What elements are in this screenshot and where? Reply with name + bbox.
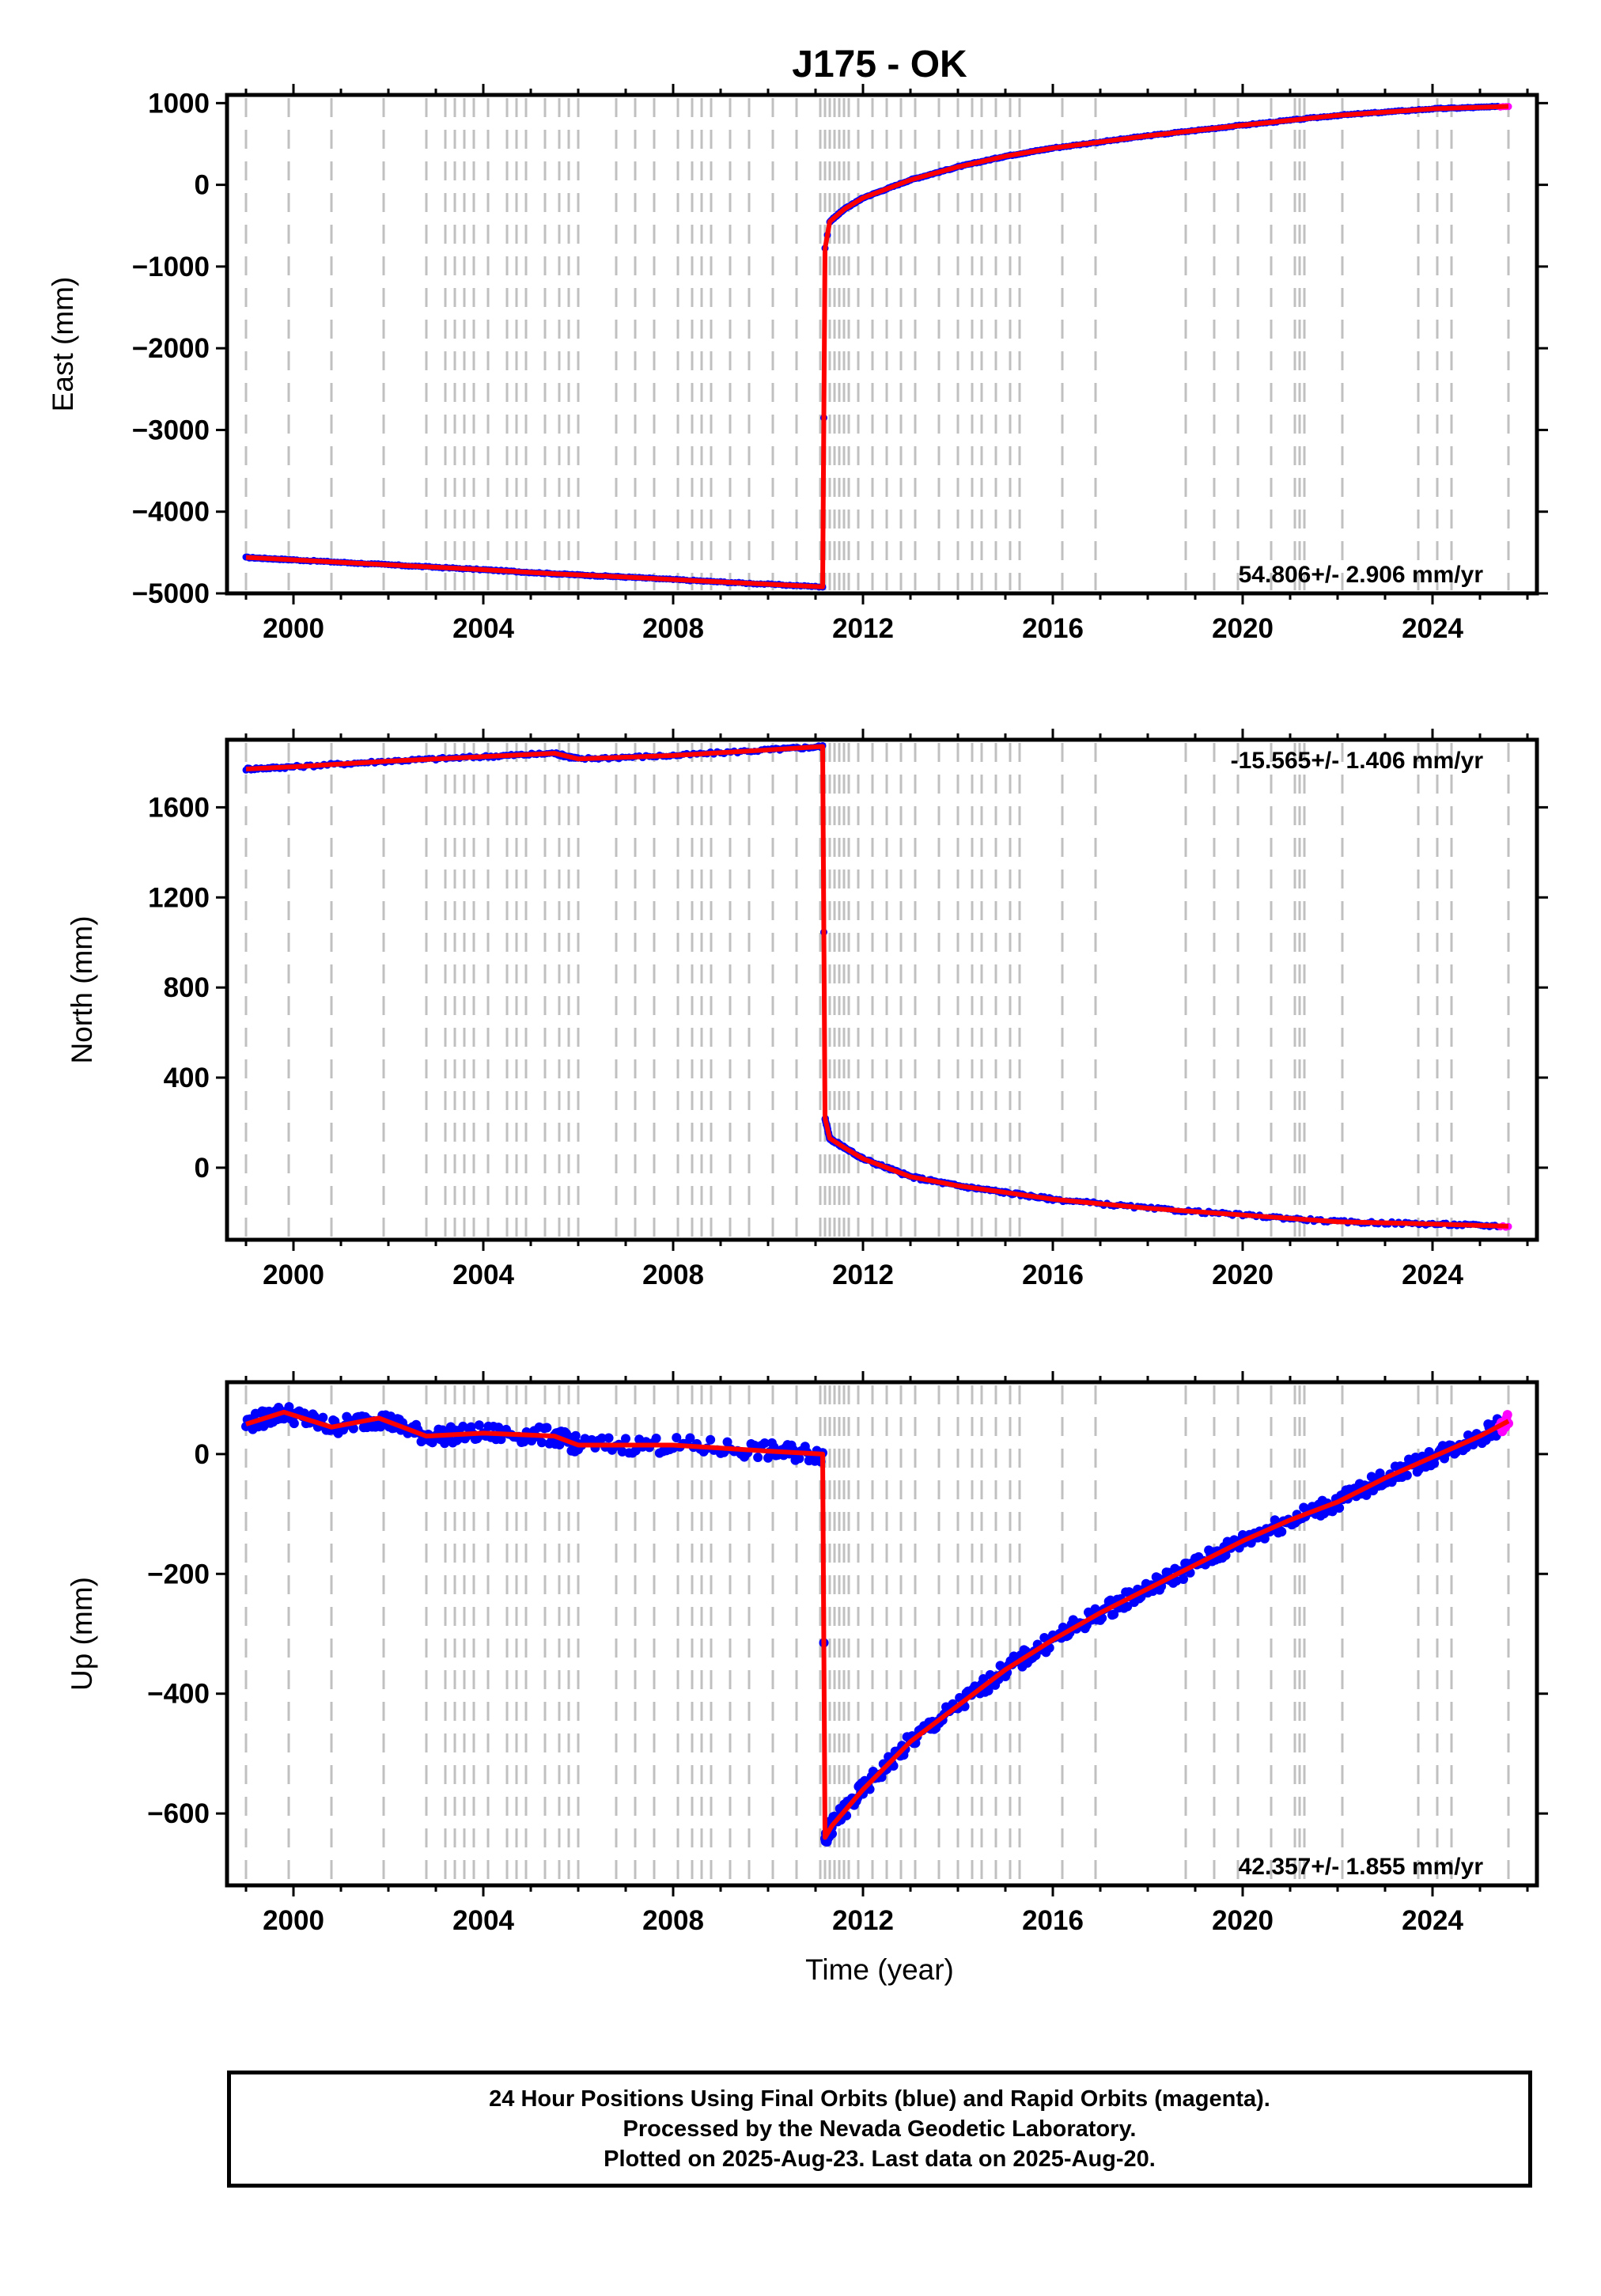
footer-line-2: Processed by the Nevada Geodetic Laborat…: [623, 2116, 1137, 2142]
north-x-tick-label: 2000: [263, 1260, 324, 1290]
time-series-figure: J175 - OK 2000 2004 2008 2012 2016 2020 2024 −5…: [47, 44, 1548, 1986]
east-y-tick-label: −2000: [132, 333, 210, 364]
up-plot-frame: [225, 1380, 1539, 1888]
up-data-point: [570, 1430, 581, 1441]
north-x-tick-label: 2012: [832, 1260, 894, 1290]
up-data-point: [474, 1420, 484, 1430]
up-x-tick-label: 2004: [452, 1905, 514, 1936]
up-data-point: [706, 1434, 716, 1445]
up-data-point: [1402, 1470, 1412, 1480]
up-data-point: [536, 1438, 547, 1448]
up-x-tick-label: 2000: [263, 1905, 324, 1936]
east-y-tick-label: −5000: [132, 578, 210, 609]
up-data-point: [1424, 1447, 1434, 1457]
up-model-line: [245, 1409, 1510, 1840]
up-data-point: [440, 1438, 450, 1449]
up-y-tick-label: −400: [147, 1679, 210, 1710]
north-x-tick-label: 2008: [642, 1260, 704, 1290]
up-velocity-annotation: 42.357+/- 1.855 mm/yr: [1239, 1854, 1484, 1880]
east-x-tick-label: 2008: [642, 613, 704, 644]
up-data-point: [1334, 1502, 1345, 1513]
up-data-point: [1109, 1609, 1119, 1620]
east-x-tick-label: 2000: [263, 613, 324, 644]
east-velocity-annotation: 54.806+/- 2.906 mm/yr: [1239, 562, 1484, 588]
up-data-point: [542, 1423, 552, 1433]
up-data-point: [1429, 1458, 1440, 1468]
up-data-point: [995, 1661, 1005, 1671]
up-data-point: [1277, 1527, 1287, 1537]
up-data-point: [621, 1434, 630, 1444]
up-x-tick-label: 2008: [642, 1905, 704, 1936]
up-y-tick-label: 0: [195, 1439, 210, 1470]
up-data-point: [1122, 1601, 1133, 1612]
north-model-line: [245, 744, 1509, 1229]
east-x-tick-label: 2024: [1402, 613, 1463, 644]
up-data-point: [672, 1433, 682, 1443]
east-y-tick-label: 1000: [148, 88, 210, 119]
east-panel: 2000 2004 2008 2012 2016 2020 2024 −5000 −4000 −3…: [47, 84, 1548, 644]
north-y-tick-label: 400: [164, 1063, 210, 1093]
up-x-tick-label: 2012: [832, 1905, 894, 1936]
up-x-tick-label: 2020: [1212, 1905, 1274, 1936]
east-y-tick-label: −4000: [132, 497, 210, 528]
up-data-point: [722, 1437, 732, 1447]
north-panel: 2000 2004 2008 2012 2016 2020 2024 0 400 800 1200 1…: [66, 729, 1548, 1290]
east-y-tick-label: −3000: [132, 415, 210, 445]
up-data-point: [587, 1434, 597, 1445]
east-x-tick-label: 2016: [1022, 613, 1084, 644]
up-data-point: [1179, 1574, 1188, 1585]
up-x-tick-label: 2016: [1022, 1905, 1084, 1936]
up-data-point: [1375, 1468, 1385, 1479]
east-y-tick-label: 0: [195, 170, 210, 201]
east-y-axis-label: East (mm): [47, 277, 79, 412]
up-data-point: [753, 1453, 763, 1463]
east-plot-frame: [225, 93, 1539, 596]
east-model-line: [245, 104, 1509, 589]
north-x-tick-label: 2016: [1022, 1260, 1084, 1290]
up-data-point: [685, 1433, 695, 1443]
up-data-point: [289, 1419, 299, 1429]
footer-box: 24 Hour Positions Using Final Orbits (bl…: [227, 2071, 1532, 2188]
up-y-tick-label: −200: [147, 1559, 210, 1589]
north-y-tick-label: 800: [164, 972, 210, 1003]
up-data-point: [597, 1433, 607, 1443]
x-axis-label: Time (year): [805, 1953, 954, 1986]
up-data-point: [1502, 1410, 1512, 1420]
up-data-point: [604, 1433, 614, 1443]
up-data-point: [318, 1412, 328, 1423]
up-data-point: [794, 1453, 804, 1464]
footer-line-3: Plotted on 2025-Aug-23. Last data on 202…: [604, 2146, 1156, 2172]
up-panel: 2000 2004 2008 2012 2016 2020 2024 −600 −400 −200…: [66, 1371, 1548, 1936]
up-data-point: [651, 1434, 661, 1444]
footer-line-1: 24 Hour Positions Using Final Orbits (bl…: [489, 2086, 1270, 2112]
up-y-axis-label: Up (mm): [66, 1577, 98, 1691]
north-y-axis-label: North (mm): [66, 915, 98, 1063]
up-data-point: [759, 1438, 770, 1449]
north-plot-frame: [225, 737, 1539, 1242]
up-data-point: [348, 1423, 358, 1434]
up-data-point: [1259, 1533, 1270, 1544]
north-x-tick-label: 2004: [452, 1260, 514, 1290]
chart-title: J175 - OK: [792, 44, 967, 85]
north-x-tick-label: 2020: [1212, 1260, 1274, 1290]
north-y-tick-label: 1600: [148, 792, 210, 823]
north-x-tick-label: 2024: [1402, 1260, 1463, 1290]
up-x-tick-label: 2024: [1402, 1905, 1463, 1936]
up-y-tick-label: −600: [147, 1798, 210, 1829]
east-x-tick-label: 2020: [1212, 613, 1274, 644]
north-y-tick-label: 0: [195, 1153, 210, 1184]
east-y-tick-label: −1000: [132, 252, 210, 282]
east-x-tick-label: 2012: [832, 613, 894, 644]
east-x-tick-label: 2004: [452, 613, 514, 644]
north-velocity-annotation: -15.565+/- 1.406 mm/yr: [1231, 748, 1484, 774]
north-y-tick-label: 1200: [148, 882, 210, 913]
